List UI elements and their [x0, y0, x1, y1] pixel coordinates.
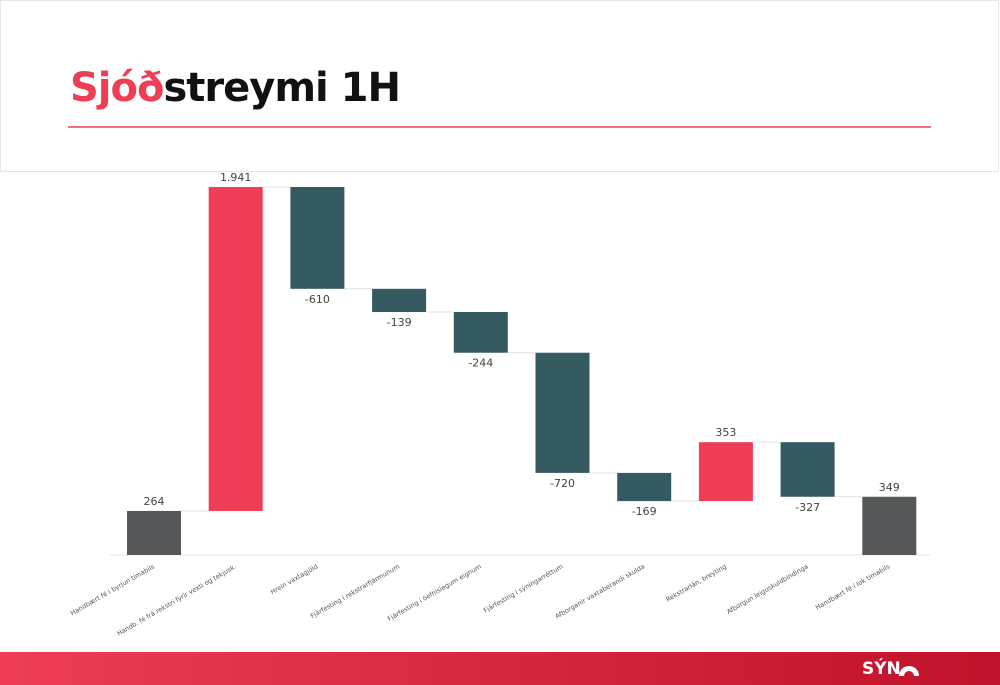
bar: [617, 472, 672, 502]
x-tick-label: Hrein vaxtagjöld: [269, 563, 319, 597]
bar: [372, 288, 427, 313]
bar: [780, 442, 835, 497]
x-tick-label: Rekstrarlán, breyting: [665, 563, 728, 604]
value-label: -169: [632, 505, 657, 518]
x-tick-label: Handbært fé í lok tímabils: [814, 562, 892, 612]
value-label: 1.941: [220, 171, 252, 184]
value-label: -610: [305, 293, 330, 306]
value-label: -720: [550, 477, 575, 490]
bar: [290, 187, 345, 289]
bar: [698, 442, 753, 502]
x-tick-label: Fjárfesting í sýningarréttum: [482, 563, 564, 615]
value-label: -139: [387, 316, 412, 329]
x-tick-label: Afborganir vaxtaberandi skulda: [554, 563, 646, 621]
bar: [862, 496, 917, 555]
value-label: -327: [795, 501, 820, 514]
slide-title: Sjóðstreymi 1H: [70, 65, 400, 111]
title-text: streymi 1H: [163, 65, 399, 111]
x-tick-label: Handbært fé í byrjun tímabils: [69, 562, 156, 617]
header-frame: [0, 0, 999, 172]
value-label: 264: [144, 495, 165, 508]
bar: [535, 352, 590, 473]
bar: [453, 312, 508, 353]
logo: SÝN: [862, 657, 901, 679]
footer-band: [0, 652, 1000, 685]
x-tick-label: Afborgun leiguskuldbindinga: [725, 563, 809, 616]
logo-icon: [899, 666, 919, 676]
value-label: 349: [879, 481, 900, 494]
value-label: -244: [468, 357, 493, 370]
bar: [127, 510, 181, 555]
x-tick-label: Fjárfesting í rekstrarfjármunum: [309, 563, 401, 621]
bar: [208, 187, 263, 511]
x-tick-label: Fjárfesting í óefnislegum eignum: [386, 563, 483, 623]
title-accent: Sjóð: [70, 65, 163, 111]
value-label: 353: [715, 426, 736, 439]
